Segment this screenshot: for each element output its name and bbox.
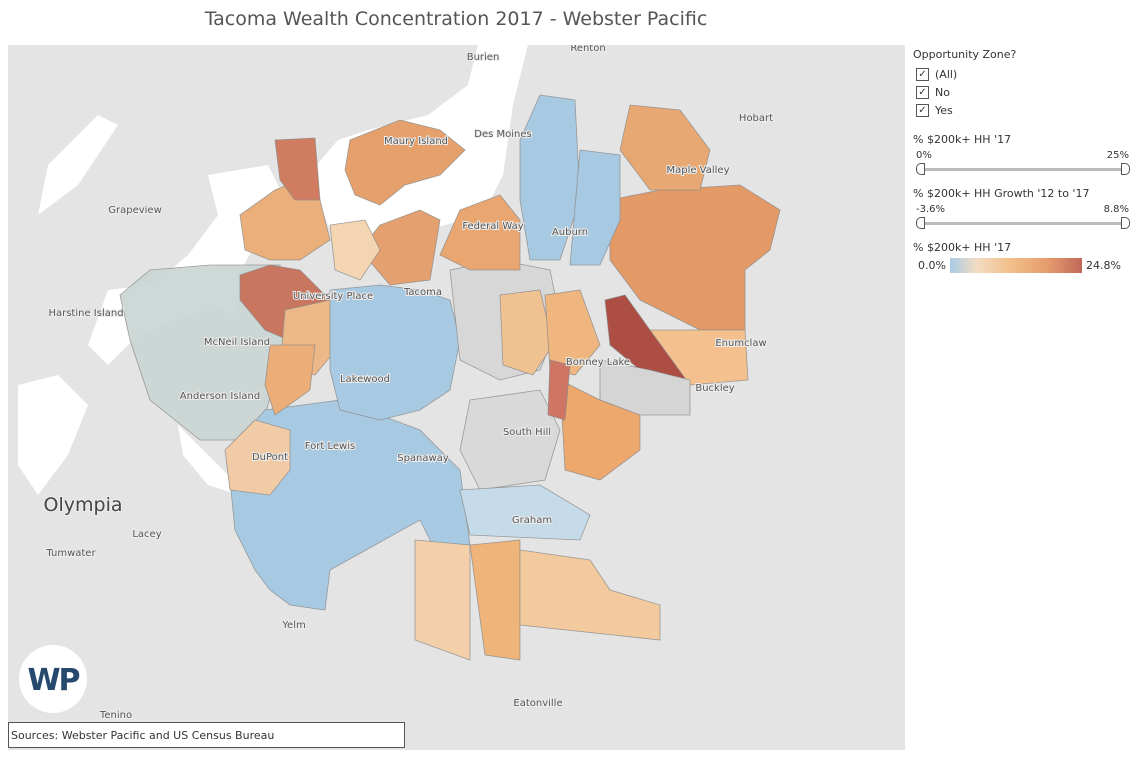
place-label: Bonney Lake <box>566 357 630 368</box>
filter-option[interactable]: ✓ Yes <box>916 101 1133 119</box>
slider-track <box>920 168 1126 171</box>
filter-option[interactable]: ✓ No <box>916 83 1133 101</box>
dashboard-title: Tacoma Wealth Concentration 2017 - Webst… <box>204 8 708 30</box>
slider-handle[interactable] <box>916 163 925 175</box>
slider-handle[interactable] <box>1121 217 1130 229</box>
place-label: South Hill <box>503 427 551 438</box>
place-label: Tenino <box>99 710 132 721</box>
place-label: Olympia <box>44 494 123 516</box>
place-label: Spanaway <box>397 453 449 464</box>
place-label: Des Moines <box>474 129 531 140</box>
slider-handle[interactable] <box>916 217 925 229</box>
place-label: Federal Way <box>462 221 523 232</box>
sidebar: Opportunity Zone? ✓ (All) ✓ No ✓ Yes % $200… <box>913 48 1133 273</box>
legend-ramp <box>949 258 1082 273</box>
place-label: Fort Lewis <box>305 441 355 452</box>
place-label: DuPont <box>252 452 288 463</box>
place-label: Grapeview <box>108 205 162 216</box>
place-label: Renton <box>570 45 605 54</box>
checkbox[interactable]: ✓ <box>916 67 929 81</box>
tract-regions <box>119 94 781 661</box>
slider-max: 8.8% <box>1103 204 1129 215</box>
color-legend: 0.0% 24.8% <box>913 258 1133 273</box>
place-label: Auburn <box>552 227 588 238</box>
slider-title: % $200k+ HH '17 <box>913 133 1012 146</box>
place-label: Harstine Island <box>48 308 123 319</box>
legend-max: 24.8% <box>1085 259 1121 272</box>
source-note: Sources: Webster Pacific and US Census B… <box>8 722 405 748</box>
logo-text: WP <box>27 663 79 698</box>
place-label: Lacey <box>132 529 161 540</box>
logo-circle <box>19 645 87 713</box>
place-label: Burien <box>467 52 500 63</box>
slider[interactable] <box>916 163 1130 175</box>
place-label: Lakewood <box>340 374 390 385</box>
place-label: Buckley <box>695 383 734 394</box>
checkbox[interactable]: ✓ <box>916 85 929 99</box>
slider-title: % $200k+ HH Growth '12 to '17 <box>913 187 1090 200</box>
place-label: Tumwater <box>45 548 96 559</box>
slider-max: 25% <box>1106 150 1129 161</box>
slider-min: 0% <box>916 150 932 161</box>
slider-handle[interactable] <box>1121 163 1130 175</box>
option-label: Yes <box>935 103 953 117</box>
logo: WP <box>19 645 87 713</box>
place-label: Graham <box>512 515 552 526</box>
place-label: Hobart <box>739 113 773 124</box>
legend-min: 0.0% <box>918 259 946 272</box>
option-label: No <box>935 85 950 99</box>
place-label: University Place <box>293 291 373 302</box>
slider-min: -3.6% <box>916 204 946 215</box>
slider-range: -3.6% 8.8% <box>916 204 1129 215</box>
place-label: Maury Island <box>384 136 448 147</box>
filter-title: Opportunity Zone? <box>913 48 1017 61</box>
place-label: Eatonville <box>513 698 562 709</box>
option-label: (All) <box>935 67 958 81</box>
place-label: Tacoma <box>403 287 442 298</box>
checkbox[interactable]: ✓ <box>916 103 929 117</box>
map[interactable]: Renton Burien Des Moines Hobart Maple Va… <box>8 45 905 750</box>
place-label: McNeil Island <box>204 337 270 348</box>
slider-range: 0% 25% <box>916 150 1129 161</box>
place-labels: Renton Burien Des Moines Hobart Maple Va… <box>43 45 775 722</box>
slider[interactable] <box>916 217 1130 229</box>
place-label: Yelm <box>281 620 305 631</box>
legend-title: % $200k+ HH '17 <box>913 241 1012 254</box>
slider-track <box>920 222 1126 225</box>
place-label: Anderson Island <box>180 391 260 402</box>
place-label: Enumclaw <box>715 338 766 349</box>
place-label: Maple Valley <box>666 165 729 176</box>
filter-option[interactable]: ✓ (All) <box>916 65 1133 83</box>
